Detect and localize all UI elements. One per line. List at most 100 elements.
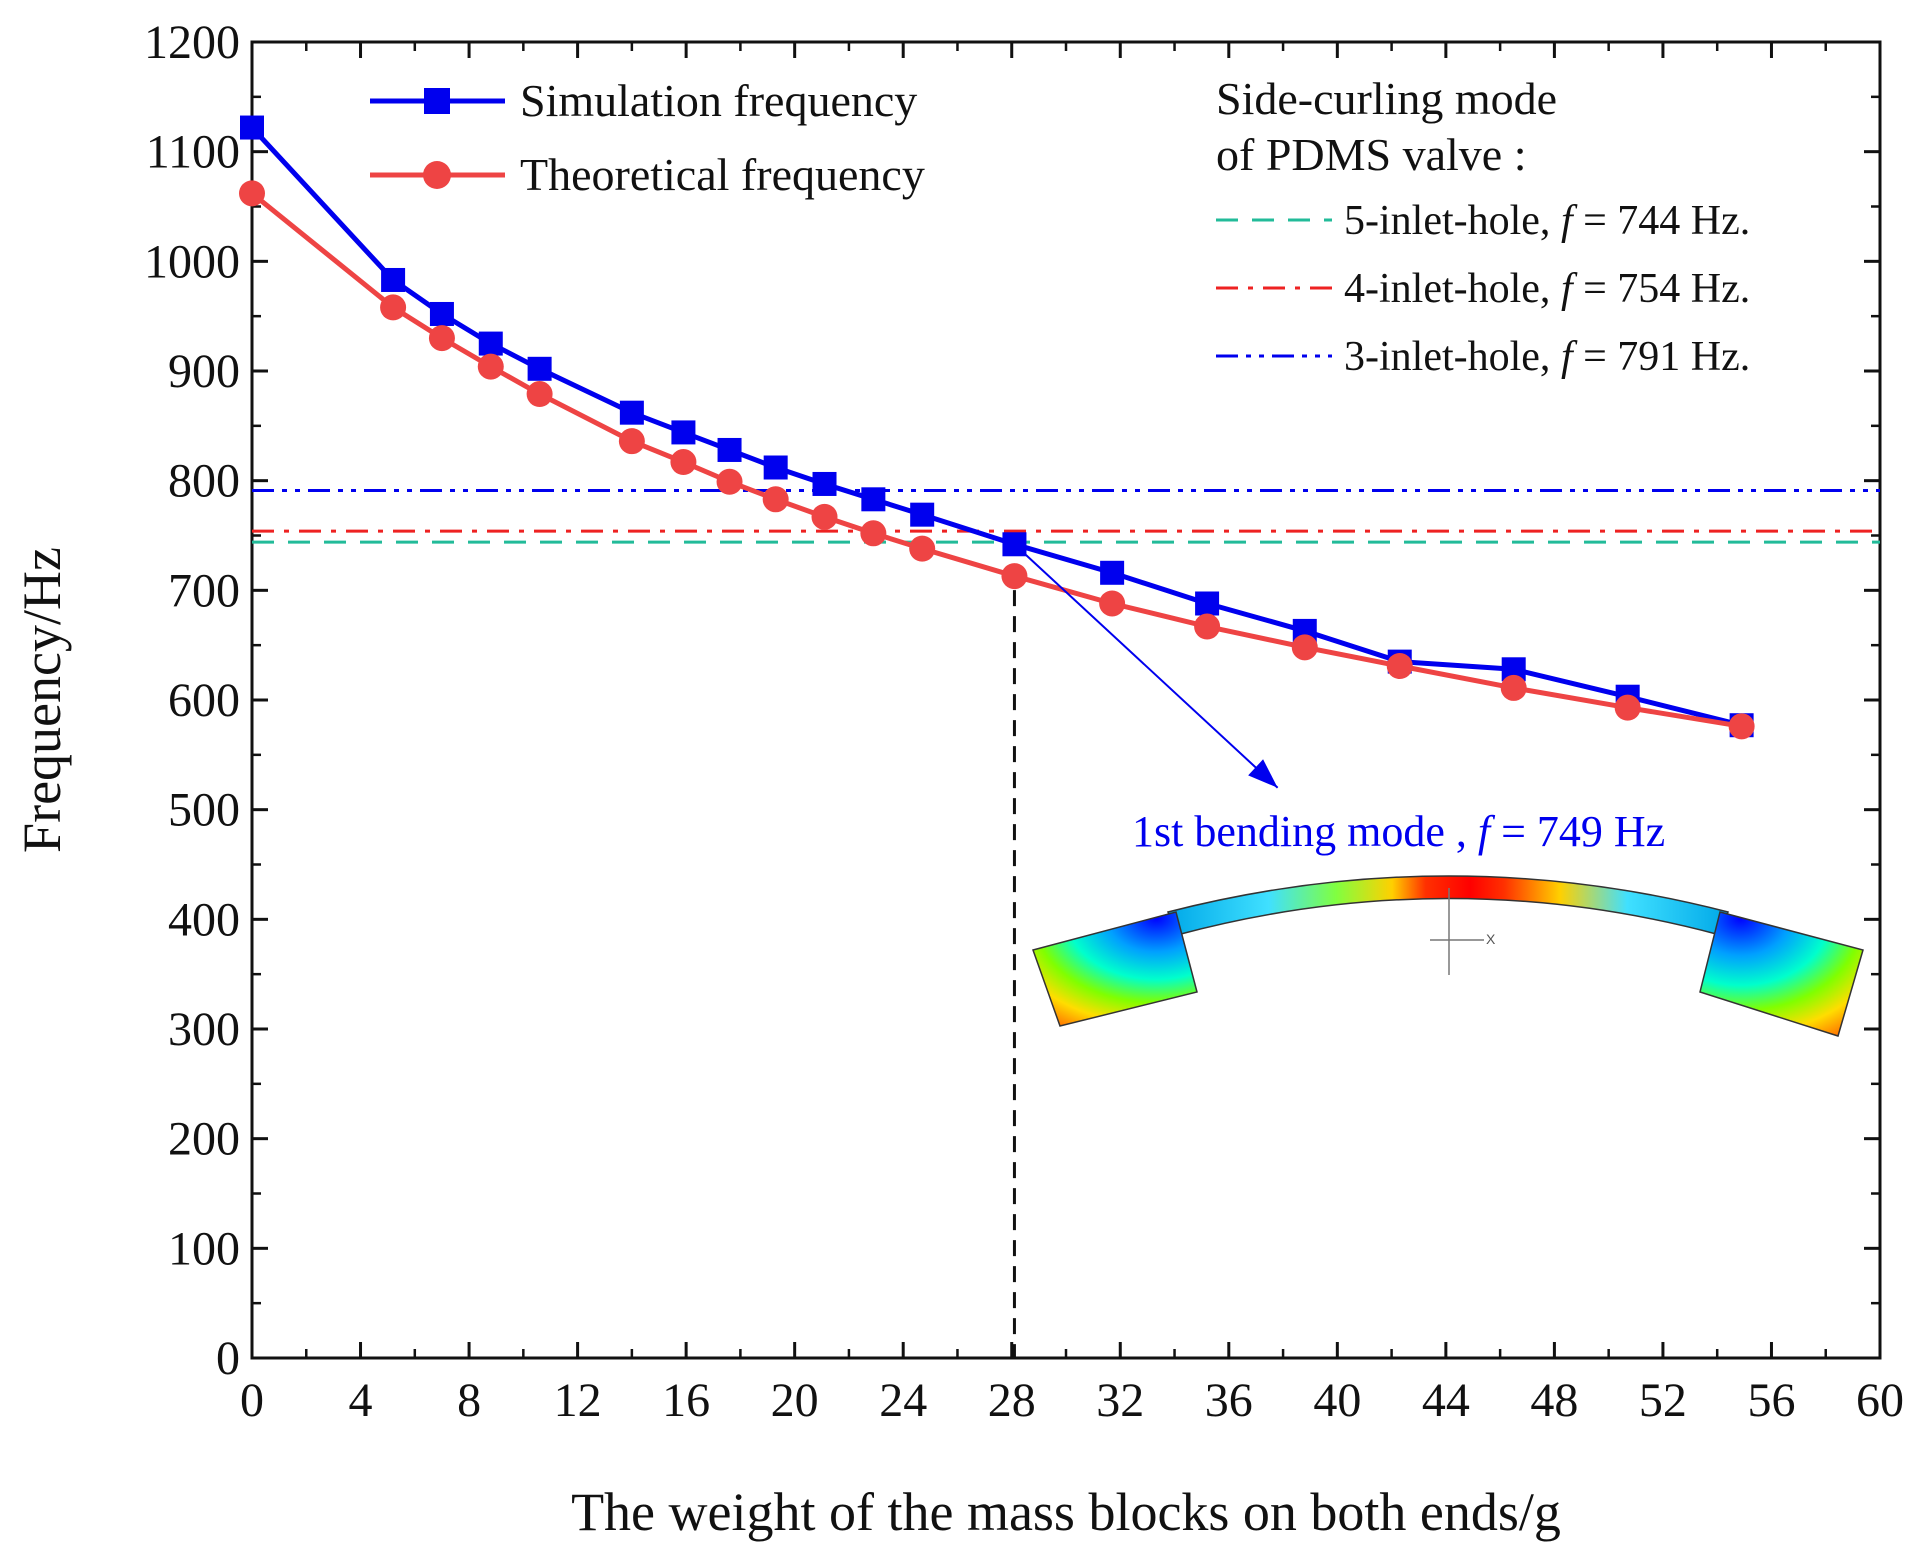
- x-tick-label: 28: [988, 1374, 1036, 1427]
- right-mass-block: [1699, 911, 1864, 1037]
- data-point-simulation: [429, 301, 454, 326]
- reference-legend-items: 5-inlet-hole, f = 744 Hz. 4-inlet-hole, f…: [1216, 198, 1750, 380]
- x-tick-label: 32: [1096, 1374, 1144, 1427]
- data-point-theoretical: [670, 449, 697, 476]
- x-axis-title: The weight of the mass blocks on both en…: [571, 1482, 1561, 1542]
- data-point-simulation: [527, 356, 552, 381]
- reference-legend-prefix: 5-inlet-hole,: [1344, 198, 1561, 244]
- fem-beam-inset: X: [1032, 875, 1864, 1037]
- legend-item-theoretical: Theoretical frequency: [370, 149, 925, 200]
- annotation-prefix: 1st bending mode ,: [1132, 807, 1478, 856]
- reference-legend-prefix: 3-inlet-hole,: [1344, 334, 1561, 380]
- data-point-simulation: [861, 487, 886, 512]
- y-tick-label: 200: [168, 1113, 240, 1166]
- data-point-theoretical: [1001, 563, 1028, 590]
- y-tick-label: 1200: [144, 16, 240, 69]
- x-tick-label: 16: [662, 1374, 710, 1427]
- data-point-theoretical: [1291, 634, 1318, 661]
- data-point-theoretical: [811, 503, 838, 530]
- y-axis: 0 100 200 300 400 500 600 700 800 900 1000 1100 1200: [144, 16, 1880, 1385]
- reference-legend-label: 4-inlet-hole, f = 754 Hz.: [1344, 266, 1750, 312]
- reference-legend-label: 3-inlet-hole, f = 791 Hz.: [1344, 334, 1750, 380]
- reference-lines: [252, 489, 1880, 544]
- data-point-theoretical: [762, 486, 789, 513]
- legend-item-simulation: Simulation frequency: [370, 75, 917, 126]
- annotation-text: 1st bending mode , f = 749 Hz: [1132, 807, 1665, 856]
- y-tick-label: 1000: [144, 235, 240, 288]
- y-tick-label: 700: [168, 564, 240, 617]
- data-point-theoretical: [860, 520, 887, 547]
- x-tick-label: 56: [1747, 1374, 1795, 1427]
- series-layer: [239, 115, 1755, 740]
- y-tick-label: 400: [168, 893, 240, 946]
- data-point-theoretical: [716, 468, 743, 495]
- y-tick-label: 800: [168, 455, 240, 508]
- legend-circle-marker: [423, 161, 451, 189]
- x-tick-label: 20: [771, 1374, 819, 1427]
- data-point-theoretical: [380, 294, 407, 321]
- data-point-simulation: [910, 502, 935, 527]
- data-point-theoretical: [618, 428, 645, 455]
- y-tick-label: 0: [216, 1332, 240, 1385]
- y-tick-label: 1100: [146, 126, 240, 179]
- series-legend: Simulation frequency Theoretical frequen…: [370, 75, 925, 200]
- y-tick-label: 100: [168, 1222, 240, 1275]
- reference-title-line1: Side-curling mode: [1216, 73, 1557, 124]
- reference-legend-prefix: 4-inlet-hole,: [1344, 266, 1561, 312]
- reference-legend-suffix: = 791 Hz.: [1573, 334, 1751, 380]
- data-point-theoretical: [1500, 674, 1527, 701]
- data-point-simulation: [381, 267, 406, 292]
- data-point-simulation: [478, 331, 503, 356]
- x-tick-label: 8: [457, 1374, 481, 1427]
- reference-legend: Side-curling mode of PDMS valve : 5-inle…: [1216, 73, 1750, 380]
- x-tick-label: 24: [879, 1374, 927, 1427]
- y-tick-label: 600: [168, 674, 240, 727]
- data-point-simulation: [1100, 560, 1125, 585]
- reference-legend-suffix: = 744 Hz.: [1573, 198, 1751, 244]
- data-point-theoretical: [1194, 613, 1221, 640]
- data-point-theoretical: [909, 535, 936, 562]
- data-point-simulation: [671, 420, 696, 445]
- data-point-theoretical: [428, 325, 455, 352]
- data-point-simulation: [619, 400, 644, 425]
- annotation-arrow: [1013, 543, 1279, 789]
- x-tick-label: 12: [554, 1374, 602, 1427]
- x-tick-label: 4: [349, 1374, 373, 1427]
- reference-legend-label: 5-inlet-hole, f = 744 Hz.: [1344, 198, 1750, 244]
- data-point-simulation: [240, 115, 264, 140]
- data-point-theoretical: [1099, 590, 1126, 617]
- inset-axis-x-label: X: [1486, 931, 1496, 947]
- x-tick-label: 36: [1205, 1374, 1253, 1427]
- legend-label-theoretical: Theoretical frequency: [520, 149, 925, 200]
- data-point-theoretical: [1614, 694, 1641, 721]
- reference-title-line2: of PDMS valve :: [1216, 129, 1527, 180]
- data-point-simulation: [717, 437, 742, 462]
- beam-shape: [1166, 875, 1729, 936]
- x-tick-label: 44: [1422, 1374, 1470, 1427]
- y-tick-label: 300: [168, 1003, 240, 1056]
- x-tick-label: 60: [1856, 1374, 1904, 1427]
- y-tick-label: 500: [168, 784, 240, 837]
- annotation-arrow-head: [1248, 759, 1278, 788]
- left-mass-block: [1032, 911, 1198, 1027]
- data-point-theoretical: [1386, 653, 1413, 680]
- data-point-theoretical: [1728, 713, 1755, 740]
- data-point-simulation: [812, 471, 837, 496]
- data-point-theoretical: [526, 381, 553, 408]
- data-point-theoretical: [477, 353, 504, 380]
- data-point-simulation: [763, 455, 788, 480]
- x-tick-label: 52: [1639, 1374, 1687, 1427]
- x-tick-label: 0: [240, 1374, 264, 1427]
- reference-legend-suffix: = 754 Hz.: [1573, 266, 1751, 312]
- y-tick-label: 900: [168, 345, 240, 398]
- legend-label-simulation: Simulation frequency: [520, 75, 917, 126]
- x-axis: 0 4 8 12 16 20 24 28 32 36 40 44 48 52 56 60: [240, 42, 1904, 1427]
- annotation-arrow-line: [1013, 543, 1279, 789]
- y-axis-title: Frequency/Hz: [12, 547, 72, 853]
- x-tick-label: 48: [1530, 1374, 1578, 1427]
- x-tick-label: 40: [1313, 1374, 1361, 1427]
- annotation-suffix: = 749 Hz: [1490, 807, 1665, 856]
- data-point-theoretical: [239, 180, 265, 207]
- legend-square-marker: [424, 88, 450, 114]
